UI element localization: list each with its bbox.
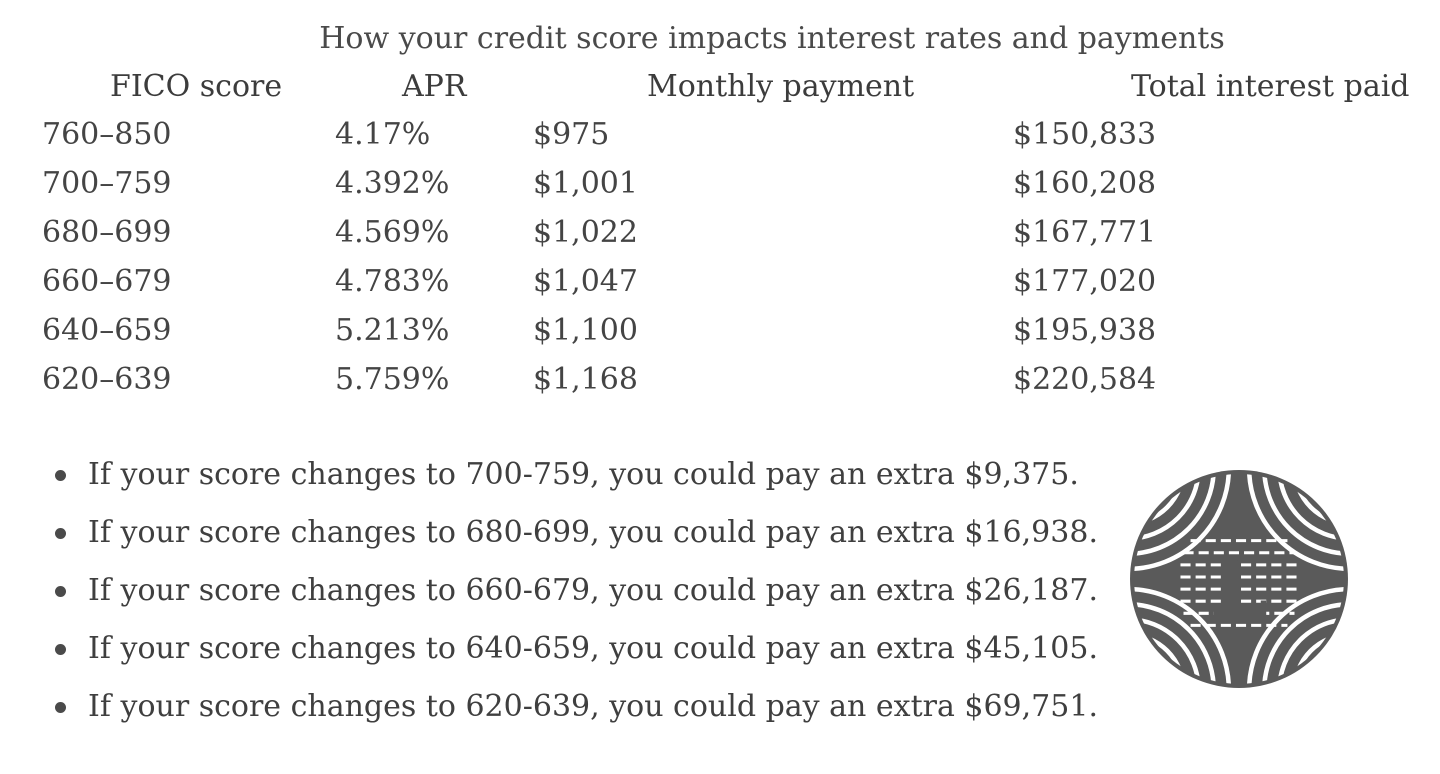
bullet-text: If your score changes to 700-759, you co… <box>88 457 1079 492</box>
cell-fico-score: 640–659 <box>42 313 172 348</box>
cell-monthly-payment: $1,047 <box>533 264 638 299</box>
cell-apr: 4.392% <box>335 166 450 201</box>
cell-monthly-payment: $1,001 <box>533 166 638 201</box>
cell-monthly-payment: $1,022 <box>533 215 638 250</box>
list-item: If your score changes to 700-759, you co… <box>0 446 1100 504</box>
bullet-list: If your score changes to 700-759, you co… <box>0 446 1100 736</box>
cell-monthly-payment: $1,100 <box>533 313 638 348</box>
list-item: If your score changes to 620-639, you co… <box>0 678 1100 736</box>
table-row: 660–679 4.783% $1,047 $177,020 <box>0 261 1440 310</box>
cell-fico-score: 760–850 <box>42 117 172 152</box>
cell-fico-score: 680–699 <box>42 215 172 250</box>
bullet-dot-icon <box>55 702 66 713</box>
cell-apr: 4.17% <box>335 117 431 152</box>
cell-monthly-payment: $975 <box>533 117 610 152</box>
list-item: If your score changes to 640-659, you co… <box>0 620 1100 678</box>
bullet-text: If your score changes to 640-659, you co… <box>88 631 1098 666</box>
cell-total-interest: $195,938 <box>1013 313 1157 348</box>
header-monthly-payment: Monthly payment <box>647 69 915 104</box>
cell-total-interest: $177,020 <box>1013 264 1157 299</box>
cell-total-interest: $160,208 <box>1013 166 1157 201</box>
cell-apr: 5.213% <box>335 313 450 348</box>
table-row: 640–659 5.213% $1,100 $195,938 <box>0 310 1440 359</box>
cell-fico-score: 660–679 <box>42 264 172 299</box>
table-row: 760–850 4.17% $975 $150,833 <box>0 114 1440 163</box>
list-item: If your score changes to 680-699, you co… <box>0 504 1100 562</box>
table-caption: How your credit score impacts interest r… <box>319 21 1225 56</box>
cell-fico-score: 620–639 <box>42 362 172 397</box>
cell-apr: 4.783% <box>335 264 450 299</box>
logo-letter: L <box>1210 537 1268 635</box>
circular-l-logo-icon: L <box>1130 470 1348 688</box>
bullet-text: If your score changes to 680-699, you co… <box>88 515 1098 550</box>
bullet-dot-icon <box>55 644 66 655</box>
cell-total-interest: $167,771 <box>1013 215 1157 250</box>
cell-total-interest: $220,584 <box>1013 362 1157 397</box>
cell-monthly-payment: $1,168 <box>533 362 638 397</box>
cell-apr: 5.759% <box>335 362 450 397</box>
bullet-text: If your score changes to 620-639, you co… <box>88 689 1098 724</box>
bullet-dot-icon <box>55 470 66 481</box>
table-row: 620–639 5.759% $1,168 $220,584 <box>0 359 1440 408</box>
bullet-dot-icon <box>55 586 66 597</box>
cell-total-interest: $150,833 <box>1013 117 1157 152</box>
bullet-text: If your score changes to 660-679, you co… <box>88 573 1098 608</box>
list-item: If your score changes to 660-679, you co… <box>0 562 1100 620</box>
bullet-dot-icon <box>55 528 66 539</box>
header-apr: APR <box>402 69 467 104</box>
header-total-interest: Total interest paid <box>1131 69 1410 104</box>
cell-apr: 4.569% <box>335 215 450 250</box>
header-fico-score: FICO score <box>110 69 283 104</box>
table-row: 700–759 4.392% $1,001 $160,208 <box>0 163 1440 212</box>
cell-fico-score: 700–759 <box>42 166 172 201</box>
table-row: 680–699 4.569% $1,022 $167,771 <box>0 212 1440 261</box>
